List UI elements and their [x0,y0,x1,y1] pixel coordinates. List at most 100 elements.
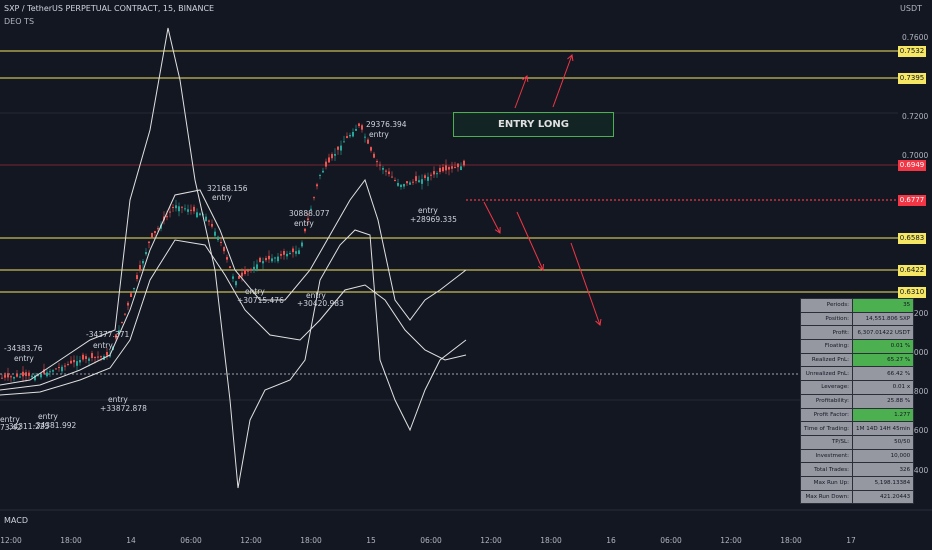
candle-body [427,176,429,181]
indicator-name[interactable]: DEO TS [4,17,35,26]
stats-row: Periods: 35 [799,298,915,313]
candle-body [184,208,186,210]
candle-body [412,181,414,183]
stats-value: 1M 14D 14H 45min [852,421,915,436]
stats-value: 1.277 [852,407,915,423]
candle-body [403,184,405,187]
candle-body [274,257,276,259]
candle-body [394,179,396,181]
time-axis-label: 15 [366,536,376,545]
trade-annotation: 73.42 [0,423,22,432]
candle-body [178,206,180,212]
candle-body [451,166,453,169]
stats-row: Time of Trading: 1M 14D 14H 45min [799,421,915,436]
candle-body [97,356,99,358]
trade-annotation: entry [93,341,113,350]
price-axis-label: 0.7200 [902,112,929,121]
candle-body [238,276,240,279]
macd-label[interactable]: MACD [4,516,28,525]
arrow-up-2-head [567,54,574,62]
candle-body [100,356,102,358]
candle-body [310,208,312,210]
time-axis-label: 06:00 [660,536,682,545]
stats-value: 326 [852,462,915,477]
candle-body [136,275,138,279]
candle-body [379,164,381,166]
entry-long-box[interactable]: ENTRY LONG [453,112,614,137]
stats-row: Profit Factor: 1.277 [799,407,915,423]
trade-annotation: -34381.992 [33,421,77,430]
stats-key: TP/SL: [799,434,854,450]
candle-body [166,216,168,218]
candle-body [361,125,363,130]
candle-body [460,166,462,171]
candle-body [391,176,393,178]
candle-body [124,313,126,315]
trade-annotation: entry [14,354,34,363]
candle-body [52,370,54,372]
candle-body [454,166,456,168]
stats-row: Leverage: 0.01 x [799,380,915,395]
candle-body [10,376,12,378]
candle-body [373,153,375,158]
candle-body [367,139,369,144]
trade-annotation: entry [38,412,58,421]
candle-body [265,257,267,261]
trade-annotation: entry [245,287,265,296]
stats-row: Position: 14,551.806 SXP [799,311,915,327]
candle-body [244,269,246,274]
stats-row: Unrealized PnL: 66.42 % [799,366,915,382]
time-axis-label: 06:00 [420,536,442,545]
stats-value: 0.01 x [852,380,915,395]
stats-row: Max Run Down: 421.20443 [799,489,915,505]
candle-body [142,261,144,264]
candle-body [181,206,183,208]
candle-body [139,265,141,270]
stats-key: Periods: [799,298,854,313]
candle-body [151,233,153,238]
candle-body [421,179,423,184]
stats-row: Realized PnL: 65.27 % [799,352,915,368]
arrow-down-1-head [494,226,501,234]
time-axis-label: 18:00 [300,536,322,545]
candle-body [400,184,402,188]
price-tag: 0.7395 [898,72,926,84]
candle-body [388,171,390,174]
candle-body [220,241,222,243]
candle-body [349,135,351,137]
trade-annotation: 32168.156 [207,184,248,193]
candle-body [340,145,342,151]
time-axis-label: 18:00 [540,536,562,545]
symbol-title[interactable]: SXP / TetherUS PERPETUAL CONTRACT, 15, B… [4,4,215,13]
stats-row: Profitability: 25.88 % [799,393,915,409]
currency-label: USDT [900,4,922,13]
candle-body [28,372,30,376]
candle-body [385,170,387,172]
stats-key: Unrealized PnL: [799,366,854,382]
candle-body [208,220,210,222]
candle-body [91,353,93,358]
stats-value: 25.88 % [852,393,915,409]
candle-body [247,270,249,272]
candle-body [322,170,324,173]
candle-body [13,376,15,379]
candle-body [364,136,366,138]
candle-body [118,330,120,334]
price-tag: 0.6777 [898,194,926,206]
candle-body [382,168,384,170]
candle-body [109,355,111,357]
candle-body [256,264,258,269]
stats-value: 65.27 % [852,352,915,368]
trade-annotation: +30715.476 [237,296,284,305]
trade-annotation: entry [108,395,128,404]
candle-body [58,366,60,368]
candle-body [46,372,48,377]
candle-body [133,288,135,290]
candle-body [226,257,228,260]
trade-annotation: entry [294,219,314,228]
candle-body [16,374,18,377]
candle-body [262,261,264,264]
candle-body [253,266,255,271]
